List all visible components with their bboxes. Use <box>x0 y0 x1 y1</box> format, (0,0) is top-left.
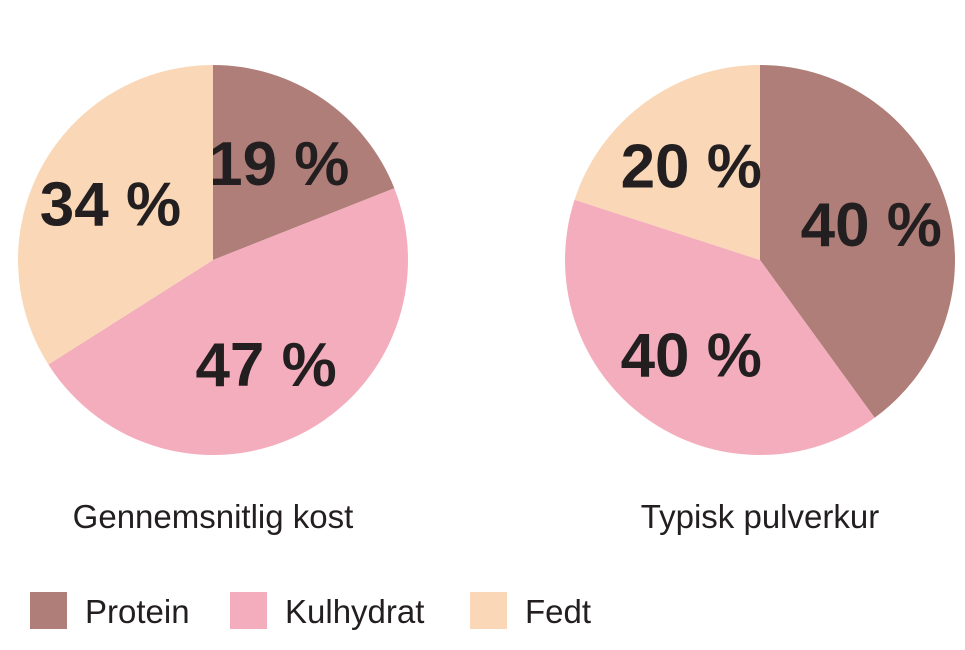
legend-swatch-kulhydrat <box>230 592 267 629</box>
pie-slice-fedt <box>17 65 213 365</box>
pie-chart-typisk-pulverkur: 40 % 40 % 20 % <box>565 65 955 455</box>
legend-swatch-fedt <box>470 592 507 629</box>
pie-slice-kulhydrat <box>565 199 875 455</box>
pie-chart-gennemsnitlig-kost: 19 % 47 % 34 % <box>17 65 409 456</box>
slice-label-fedt: 34 % <box>40 171 181 240</box>
slice-label-protein: 40 % <box>801 191 942 260</box>
slice-label-protein: 19 % <box>208 130 349 199</box>
legend-label-protein: Protein <box>85 593 190 630</box>
legend-swatch-protein <box>30 592 67 629</box>
slice-label-kulhydrat: 47 % <box>195 331 336 400</box>
pie-slice-protein <box>213 65 395 260</box>
pie-slice-protein <box>760 65 955 418</box>
chart-title-gennemsnitlig-kost: Gennemsnitlig kost <box>73 498 354 535</box>
slice-label-kulhydrat: 40 % <box>621 322 762 391</box>
slice-label-fedt: 20 % <box>621 132 762 201</box>
legend: Protein Kulhydrat Fedt <box>30 592 591 630</box>
chart-title-typisk-pulverkur: Typisk pulverkur <box>641 498 879 535</box>
pie-slice-fedt <box>574 65 760 260</box>
pie-slice-kulhydrat <box>48 188 409 456</box>
legend-label-fedt: Fedt <box>525 593 591 630</box>
legend-label-kulhydrat: Kulhydrat <box>285 593 424 630</box>
